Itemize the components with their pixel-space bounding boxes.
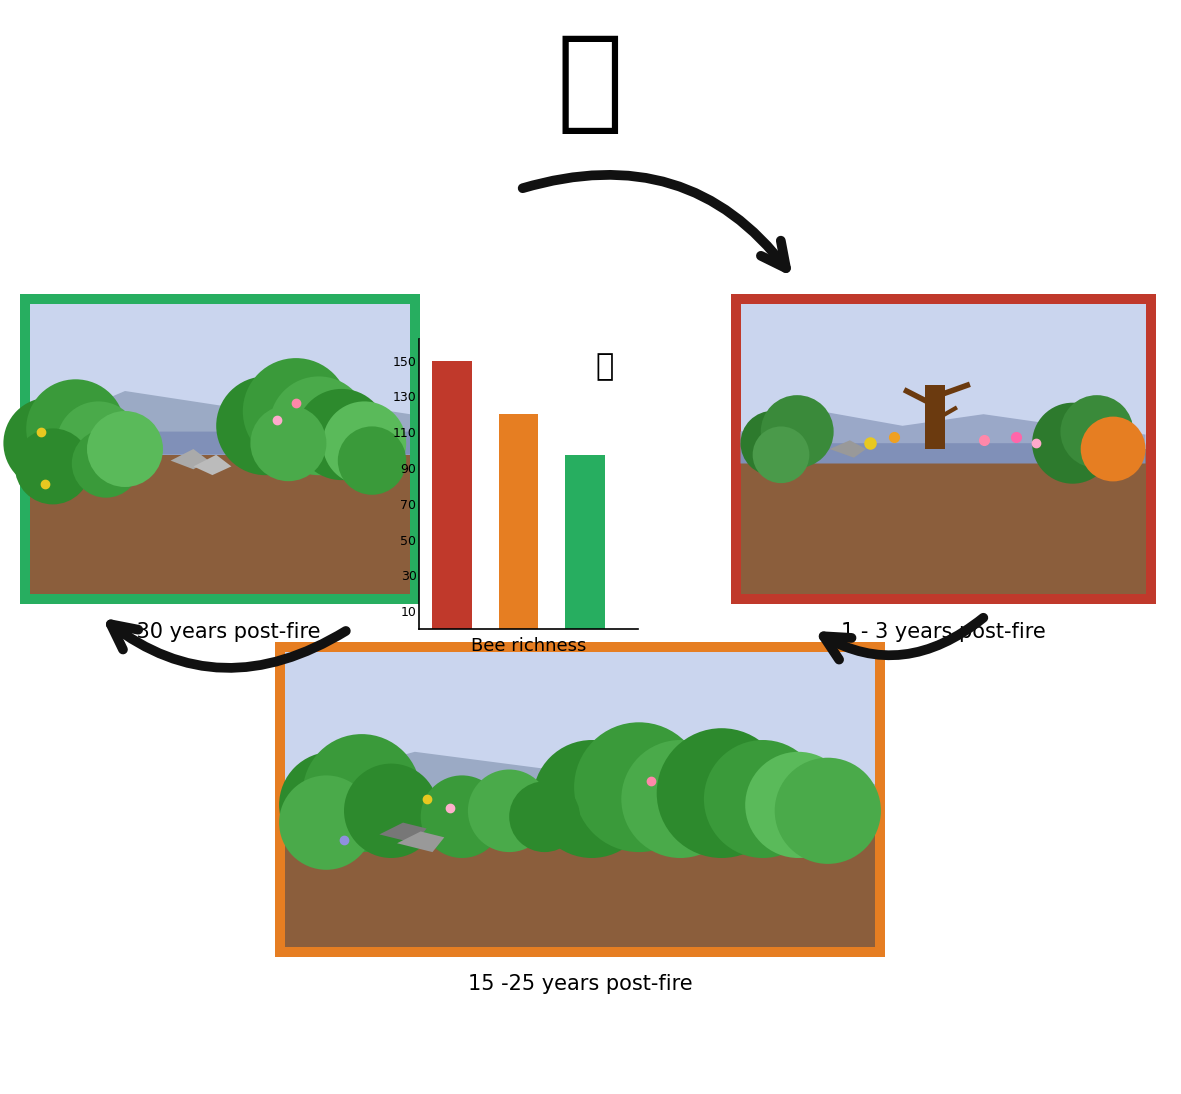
Bar [20,294,420,604]
Circle shape [72,429,141,498]
Bar [740,449,1146,594]
Polygon shape [397,831,444,852]
Circle shape [533,740,651,858]
Text: >30 years post-fire: >30 years post-fire [119,622,321,642]
Circle shape [1032,403,1114,484]
Bar [275,641,885,956]
Bar [285,814,875,946]
Bar [432,361,472,629]
Bar [565,455,605,629]
Circle shape [322,401,406,485]
Circle shape [1081,417,1146,481]
Text: 🔥: 🔥 [556,31,624,138]
Text: 15 -25 years post-fire: 15 -25 years post-fire [468,975,692,994]
Circle shape [269,376,368,475]
X-axis label: Bee richness: Bee richness [471,638,586,655]
Polygon shape [379,823,426,843]
Text: 1 - 3 years post-fire: 1 - 3 years post-fire [841,622,1045,642]
Polygon shape [194,455,231,475]
Bar [731,294,1155,604]
Circle shape [420,776,503,858]
Polygon shape [285,752,875,799]
Text: 𓆣: 𓆣 [595,351,614,381]
Circle shape [509,781,580,852]
Circle shape [250,405,326,481]
Circle shape [621,740,739,858]
Circle shape [4,397,94,489]
Circle shape [775,758,881,864]
Polygon shape [829,440,866,457]
Bar [285,652,875,814]
Circle shape [243,358,350,465]
Circle shape [26,380,125,478]
Circle shape [657,729,787,858]
Polygon shape [170,449,209,469]
Polygon shape [740,415,1146,464]
Bar [30,455,410,594]
Circle shape [745,752,852,858]
Bar [498,415,539,629]
Polygon shape [30,391,410,432]
Circle shape [302,734,420,852]
Circle shape [216,376,315,475]
Circle shape [704,740,822,858]
Bar [30,304,410,464]
Circle shape [740,411,805,476]
Circle shape [279,752,385,858]
Polygon shape [285,760,875,814]
Circle shape [468,769,550,852]
Circle shape [338,427,406,494]
Circle shape [344,764,438,858]
Polygon shape [740,411,1146,443]
Circle shape [761,395,834,468]
Circle shape [57,401,141,485]
Bar [925,385,945,449]
Bar [740,304,1146,464]
Bar [740,304,1146,594]
Circle shape [1061,395,1134,468]
Circle shape [296,388,387,480]
Circle shape [15,429,91,504]
Circle shape [279,776,373,870]
Bar [285,652,875,946]
Circle shape [87,411,163,487]
Circle shape [752,427,809,484]
Bar [30,304,410,594]
Polygon shape [30,397,410,455]
Circle shape [574,722,704,852]
